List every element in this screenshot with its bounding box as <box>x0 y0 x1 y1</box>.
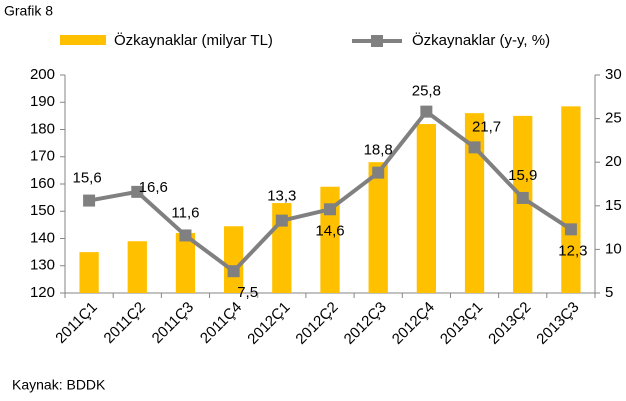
data-label: 15,6 <box>72 170 101 187</box>
data-label: 14,6 <box>315 222 344 239</box>
y2-tick-label: 10 <box>605 240 622 257</box>
legend-label: Özkaynaklar (milyar TL) <box>114 31 273 49</box>
y2-tick-label: 5 <box>605 284 613 301</box>
line-marker <box>516 191 529 204</box>
data-label: 18,8 <box>364 142 393 159</box>
bar <box>416 124 436 293</box>
y-tick-label: 200 <box>30 66 55 83</box>
data-label: 11,6 <box>171 204 199 221</box>
data-label: 12,3 <box>558 242 587 259</box>
legend-swatch <box>60 35 106 45</box>
x-tick-label: 2013Ç2 <box>485 299 534 348</box>
chart-title: Grafik 8 <box>4 3 53 19</box>
x-tick-label: 2013Ç3 <box>533 299 582 348</box>
line-marker <box>179 229 192 242</box>
bar <box>127 241 147 293</box>
y-tick-label: 150 <box>30 202 55 219</box>
y-tick-label: 160 <box>30 175 55 192</box>
line-marker <box>324 203 336 216</box>
legend-marker <box>371 35 383 47</box>
line-marker <box>131 185 144 198</box>
x-tick-label: 2011Ç4 <box>197 299 245 347</box>
line-marker <box>275 214 288 227</box>
source-note: Kaynak: BDDK <box>12 377 106 393</box>
data-label: 25,8 <box>412 83 441 100</box>
bar <box>224 226 244 293</box>
line-marker <box>564 223 577 236</box>
y2-tick-label: 30 <box>605 66 622 83</box>
y-tick-label: 170 <box>30 148 55 165</box>
x-tick-label: 2011Ç2 <box>101 299 149 347</box>
line-marker <box>468 141 481 154</box>
data-label: 15,9 <box>508 167 537 184</box>
bar <box>368 162 388 293</box>
data-label: 21,7 <box>472 118 501 135</box>
line-marker <box>420 105 433 118</box>
y-tick-label: 180 <box>30 120 55 137</box>
y-tick-label: 120 <box>30 284 55 301</box>
x-tick-label: 2011Ç1 <box>52 299 100 347</box>
data-label: 13,3 <box>267 188 296 205</box>
bar <box>79 252 99 293</box>
x-tick-label: 2012Ç3 <box>341 299 390 348</box>
x-tick-label: 2011Ç3 <box>149 299 197 347</box>
line-marker <box>227 265 240 278</box>
data-label: 16,6 <box>139 179 168 196</box>
bar <box>513 115 533 293</box>
line-marker <box>372 166 385 179</box>
x-tick-label: 2012Ç1 <box>244 299 293 348</box>
x-tick-label: 2012Ç4 <box>389 299 438 348</box>
y2-tick-label: 20 <box>605 153 622 170</box>
y2-tick-label: 25 <box>605 110 622 127</box>
bar <box>464 113 485 294</box>
y-tick-label: 140 <box>30 229 55 246</box>
data-label: 7,5 <box>237 284 258 301</box>
y-tick-label: 130 <box>30 257 55 274</box>
legend-label: Özkaynaklar (y-y, %) <box>412 31 550 49</box>
x-tick-label: 2012Ç2 <box>292 299 341 348</box>
x-tick-label: 2013Ç1 <box>437 299 486 348</box>
line-marker <box>83 194 96 207</box>
y-tick-label: 190 <box>30 93 55 110</box>
y2-tick-label: 15 <box>605 197 622 214</box>
bar <box>175 233 196 293</box>
bar <box>561 106 581 294</box>
